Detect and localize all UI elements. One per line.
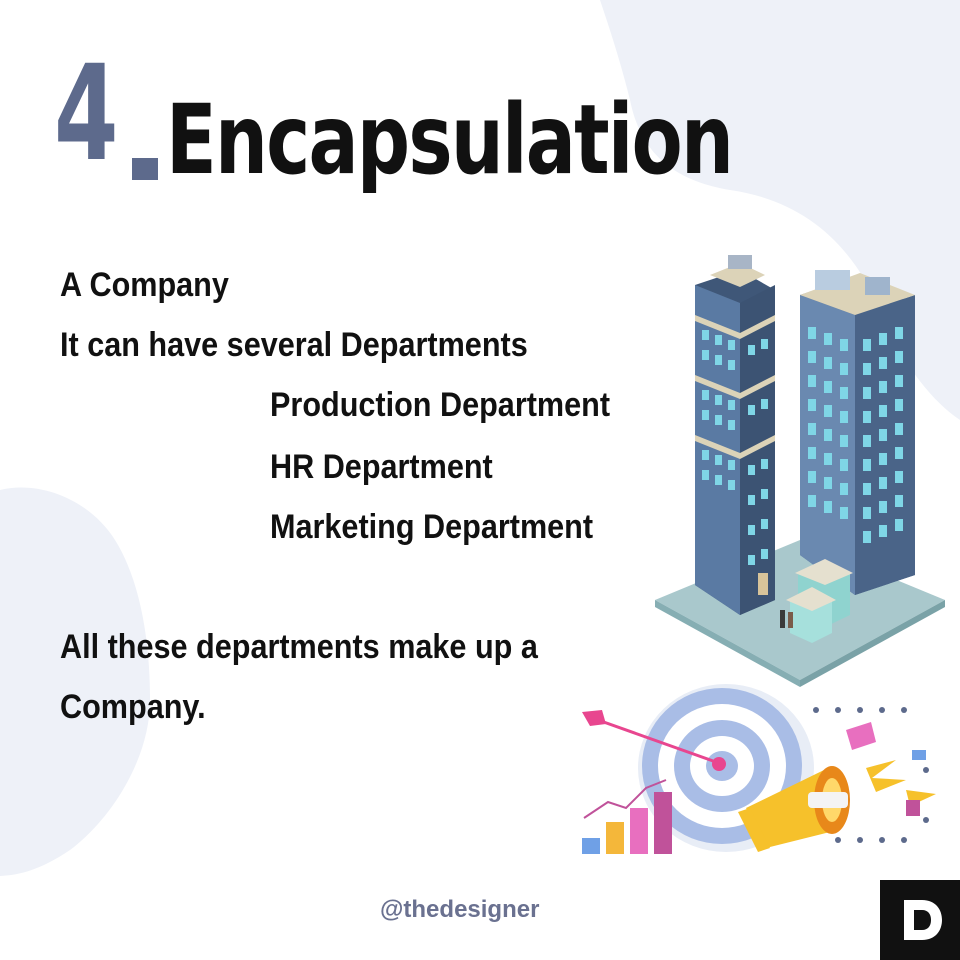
target-megaphone-icon bbox=[582, 684, 936, 854]
footer-handle: @thedesigner bbox=[380, 896, 540, 923]
title-dot bbox=[132, 158, 158, 180]
letter-d-logo-icon bbox=[880, 880, 960, 960]
title-number: 4 bbox=[54, 37, 118, 191]
departments-intro-line: It can have several Departments bbox=[60, 326, 528, 364]
conclusion-line-2: Company. bbox=[60, 688, 206, 726]
department-item-hr: HR Department bbox=[270, 448, 493, 486]
page-title: Encapsulation bbox=[166, 84, 734, 196]
office-buildings-icon bbox=[655, 255, 945, 687]
company-line: A Company bbox=[60, 266, 229, 304]
conclusion-line-1: All these departments make up a bbox=[60, 628, 538, 666]
department-item-marketing: Marketing Department bbox=[270, 508, 594, 546]
department-item-production: Production Department bbox=[270, 386, 611, 424]
